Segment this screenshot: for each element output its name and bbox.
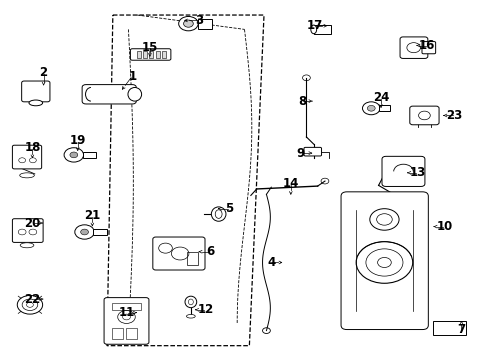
Text: 7: 7 xyxy=(456,323,465,336)
Circle shape xyxy=(178,17,198,31)
FancyBboxPatch shape xyxy=(153,237,204,270)
Text: 17: 17 xyxy=(306,19,323,32)
Bar xyxy=(112,303,141,310)
Circle shape xyxy=(183,20,193,27)
Circle shape xyxy=(75,225,94,239)
Circle shape xyxy=(64,148,83,162)
Bar xyxy=(187,252,198,265)
Bar xyxy=(162,51,165,58)
Text: 21: 21 xyxy=(84,210,101,222)
Text: 8: 8 xyxy=(297,95,305,108)
Bar xyxy=(198,19,211,29)
Text: 13: 13 xyxy=(408,166,425,179)
Bar xyxy=(143,51,147,58)
Bar xyxy=(313,25,330,34)
Circle shape xyxy=(81,229,88,235)
FancyBboxPatch shape xyxy=(409,106,438,125)
Text: 2: 2 xyxy=(40,66,47,79)
Ellipse shape xyxy=(128,87,142,101)
Bar xyxy=(149,51,153,58)
FancyBboxPatch shape xyxy=(82,85,136,104)
Text: 5: 5 xyxy=(224,202,233,215)
FancyBboxPatch shape xyxy=(130,49,170,60)
Circle shape xyxy=(366,105,374,111)
Bar xyxy=(82,152,96,158)
Text: 6: 6 xyxy=(206,245,214,258)
Text: 20: 20 xyxy=(24,216,41,230)
Ellipse shape xyxy=(20,173,34,178)
Ellipse shape xyxy=(211,207,225,221)
FancyBboxPatch shape xyxy=(104,298,149,344)
Text: 19: 19 xyxy=(69,134,86,147)
Text: 18: 18 xyxy=(24,141,41,154)
Text: 23: 23 xyxy=(445,109,461,122)
FancyBboxPatch shape xyxy=(304,147,321,156)
Text: 15: 15 xyxy=(142,41,158,54)
FancyBboxPatch shape xyxy=(12,145,41,169)
Circle shape xyxy=(17,296,42,314)
Ellipse shape xyxy=(310,25,316,34)
Ellipse shape xyxy=(20,243,34,248)
Text: 4: 4 xyxy=(266,256,275,269)
FancyBboxPatch shape xyxy=(340,192,427,329)
Ellipse shape xyxy=(29,100,42,106)
Text: 24: 24 xyxy=(372,91,388,104)
Text: 11: 11 xyxy=(118,306,134,319)
Bar xyxy=(432,320,465,335)
Circle shape xyxy=(70,152,78,158)
Text: 16: 16 xyxy=(418,39,435,52)
Circle shape xyxy=(362,102,379,115)
Text: 22: 22 xyxy=(24,293,41,306)
Ellipse shape xyxy=(184,296,196,308)
FancyBboxPatch shape xyxy=(12,219,43,242)
Text: 10: 10 xyxy=(435,220,451,233)
FancyBboxPatch shape xyxy=(421,41,435,54)
Text: 1: 1 xyxy=(128,69,136,82)
FancyBboxPatch shape xyxy=(21,81,50,102)
Bar xyxy=(137,51,141,58)
Text: 9: 9 xyxy=(295,147,304,159)
Bar xyxy=(112,328,122,338)
Bar xyxy=(126,328,137,338)
Bar xyxy=(378,105,389,111)
Text: 12: 12 xyxy=(197,303,213,316)
Bar xyxy=(156,51,159,58)
Bar xyxy=(93,229,107,235)
FancyBboxPatch shape xyxy=(381,156,424,186)
Ellipse shape xyxy=(186,315,195,318)
Text: 14: 14 xyxy=(282,177,298,190)
Text: 3: 3 xyxy=(195,14,203,27)
FancyBboxPatch shape xyxy=(399,37,427,58)
